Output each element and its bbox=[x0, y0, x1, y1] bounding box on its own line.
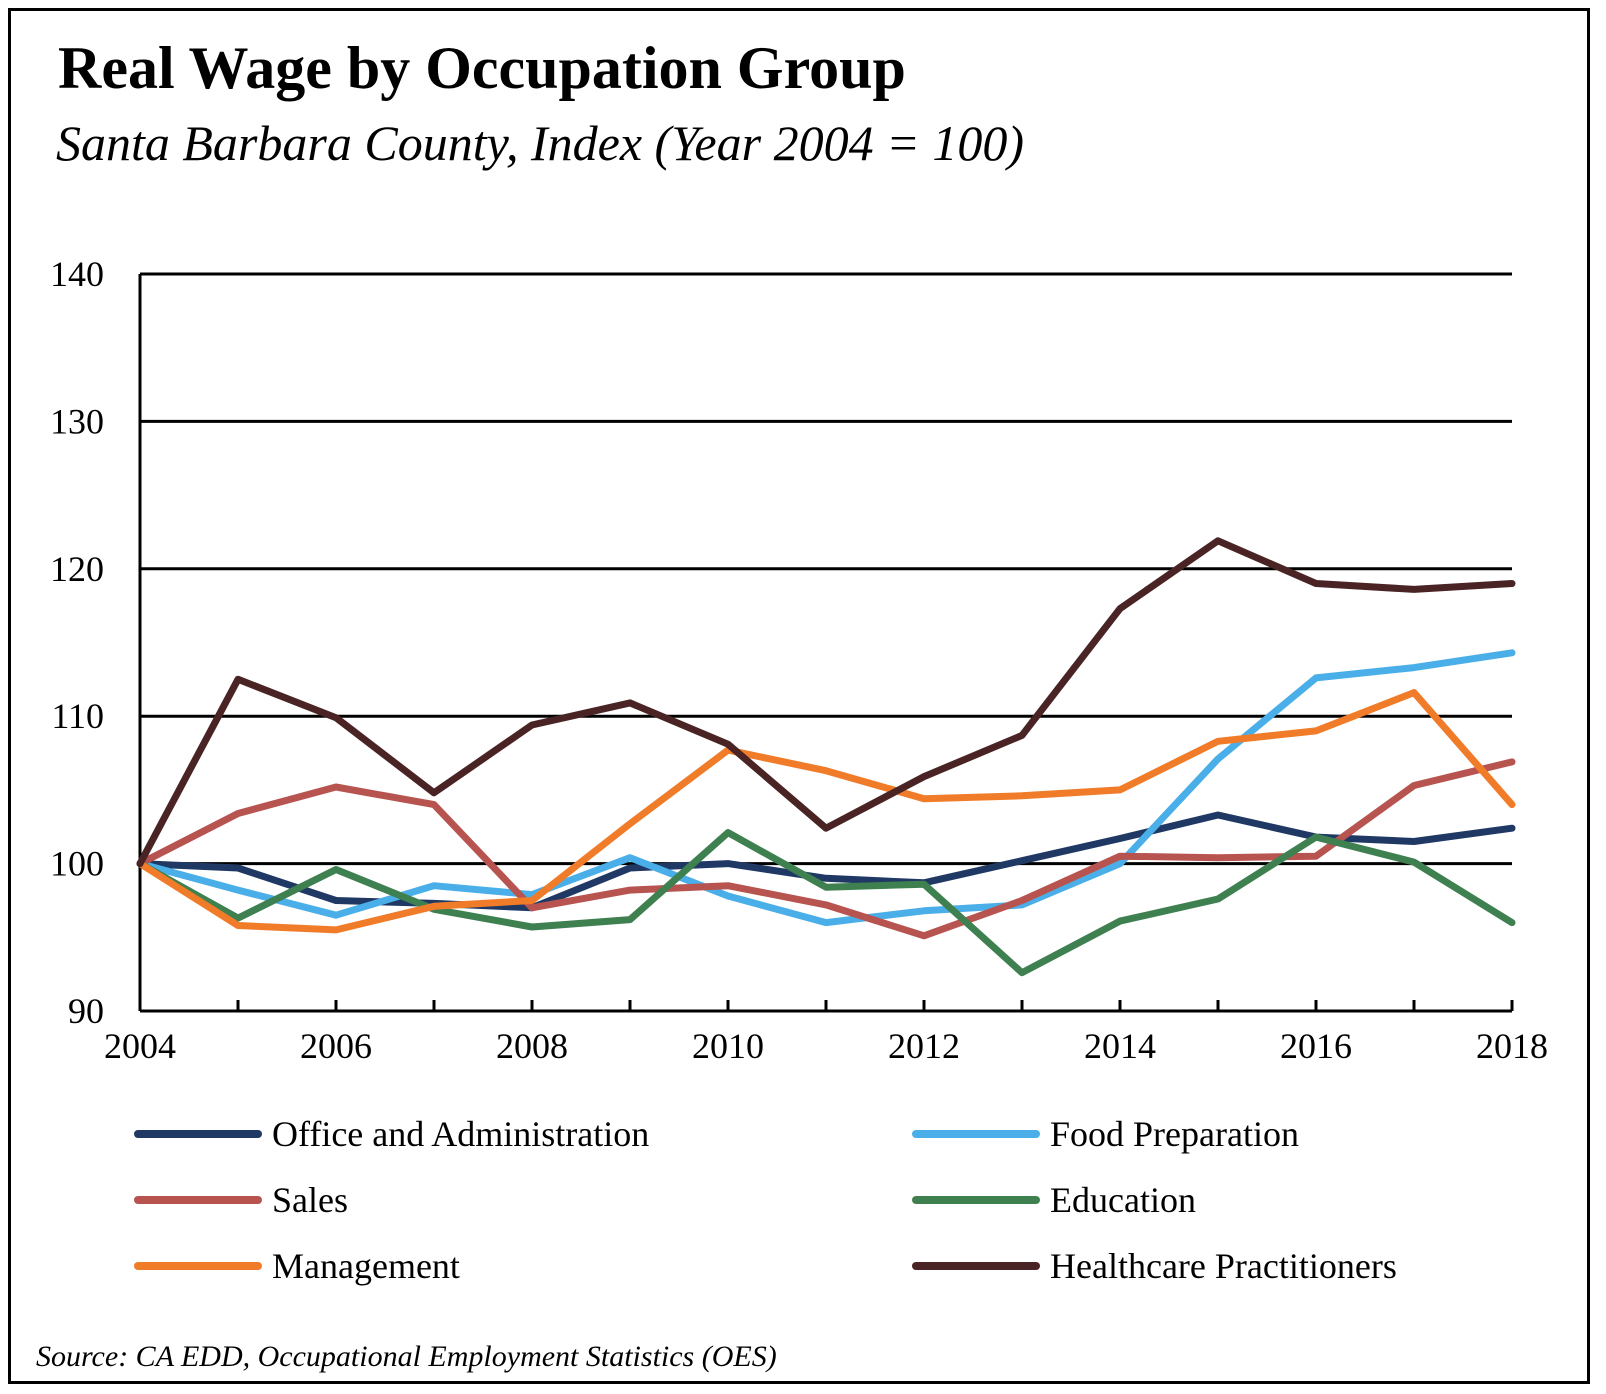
series-line-management bbox=[136, 689, 1516, 934]
legend-label: Education bbox=[1050, 1180, 1196, 1220]
x-tick-label: 2018 bbox=[1476, 1026, 1548, 1066]
series-line-education bbox=[136, 829, 1516, 977]
x-tick-label: 2012 bbox=[888, 1026, 960, 1066]
series-line-food-preparation bbox=[136, 649, 1516, 927]
y-tick-label: 130 bbox=[50, 401, 104, 441]
chart-subtitle: Santa Barbara County, Index (Year 2004 =… bbox=[56, 115, 1024, 171]
legend-label: Food Preparation bbox=[1050, 1114, 1299, 1154]
series-lines bbox=[136, 537, 1516, 977]
y-tick-label: 120 bbox=[50, 549, 104, 589]
legend-label: Office and Administration bbox=[272, 1114, 649, 1154]
legend-label: Healthcare Practitioners bbox=[1050, 1246, 1397, 1286]
x-tick-label: 2006 bbox=[300, 1026, 372, 1066]
legend: Office and Administration Food Preparatio… bbox=[134, 1114, 1397, 1286]
gridlines bbox=[140, 272, 1512, 866]
y-tick-label: 110 bbox=[51, 696, 104, 736]
legend-label: Sales bbox=[272, 1180, 348, 1220]
legend-label: Management bbox=[272, 1246, 460, 1286]
chart-title: Real Wage by Occupation Group bbox=[58, 35, 906, 101]
x-tick-label: 2010 bbox=[692, 1026, 764, 1066]
y-tick-label: 90 bbox=[68, 991, 104, 1031]
x-tick-label: 2008 bbox=[496, 1026, 568, 1066]
y-tick-label: 140 bbox=[50, 254, 104, 294]
x-tick-label: 2014 bbox=[1084, 1026, 1156, 1066]
x-tick-label: 2004 bbox=[104, 1026, 176, 1066]
y-tick-label: 100 bbox=[50, 844, 104, 884]
axes: 90 100 110 120 130 140 2004 2006 2008 2010 2012 201… bbox=[50, 254, 1548, 1066]
x-tick-label: 2016 bbox=[1280, 1026, 1352, 1066]
series-line-healthcare-practitioners bbox=[136, 537, 1516, 868]
source-note: Source: CA EDD, Occupational Employment … bbox=[36, 1340, 777, 1373]
series-line-office-and-administration bbox=[136, 811, 1516, 912]
